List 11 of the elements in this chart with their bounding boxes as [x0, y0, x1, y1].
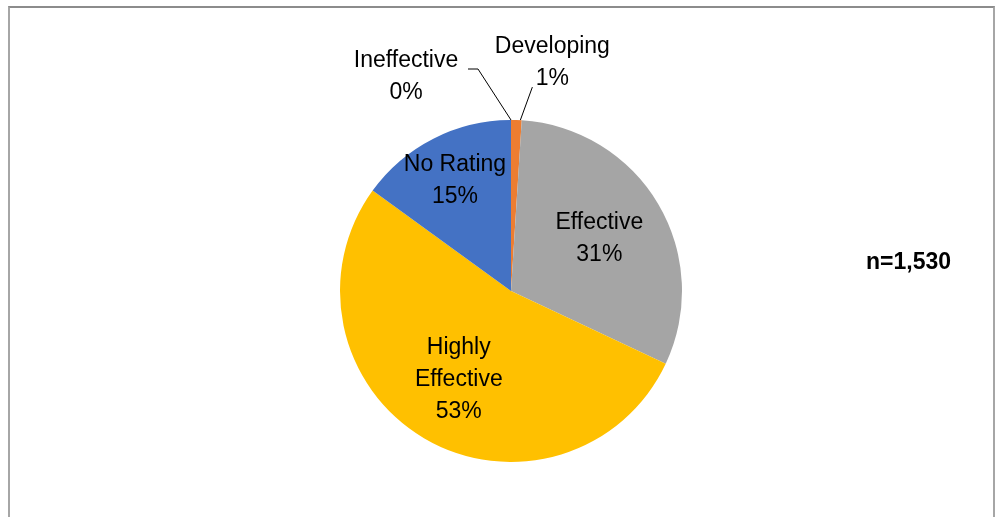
data-label: 31%: [576, 240, 623, 267]
slice-label: Developing: [494, 32, 610, 59]
data-label: 1%: [535, 64, 569, 91]
slice-label: Highly Effective: [414, 332, 503, 391]
slice-label: Effective: [555, 208, 644, 235]
slice-label: No Rating: [403, 150, 507, 177]
data-label: 53%: [435, 396, 482, 423]
text: 0%: [389, 78, 423, 105]
data-label: 15%: [431, 182, 478, 209]
category-label: Ineffective: [353, 46, 459, 73]
text: n=1,530: [866, 248, 952, 275]
